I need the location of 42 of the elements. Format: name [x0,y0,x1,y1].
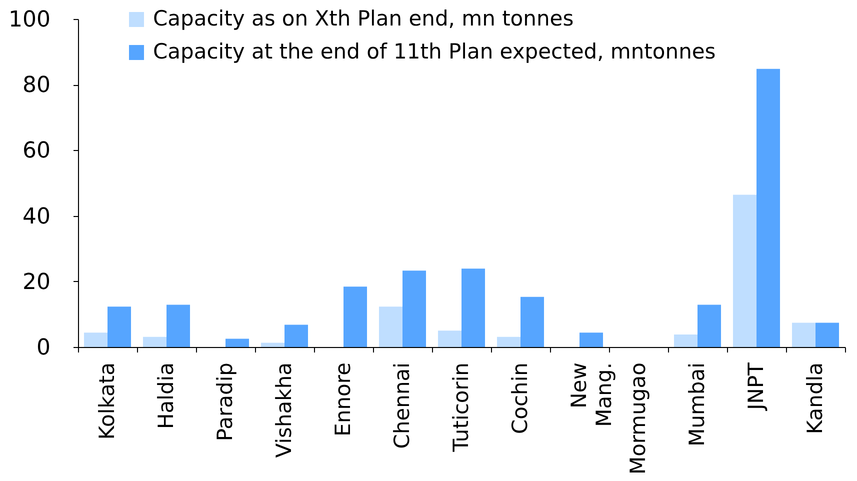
bar [84,332,108,347]
bar [496,336,520,347]
y-tick-label: 20 [22,270,50,295]
x-tick-label: Tuticorin [449,362,473,453]
x-tick-label: Kandla [803,362,827,434]
bar [674,334,698,347]
bar [108,306,132,347]
x-tick-label: New Mang. [567,362,616,427]
y-tick-label: 60 [22,138,50,164]
bar [756,68,780,347]
x-tick-label: Kolkata [95,362,119,440]
y-tick-label: 100 [8,8,50,32]
y-tick-label: 80 [22,73,50,98]
x-tick-label: Paradip [213,362,237,442]
bar [402,270,426,347]
bar [816,322,840,347]
bar [284,324,308,347]
x-tick-label: Vishakha [272,362,296,458]
bar [520,296,544,347]
x-tick-label: Mumbai [685,362,709,446]
bar [792,322,816,347]
bar [698,304,722,347]
x-tick-label: Ennore [331,362,355,436]
bar [142,336,166,347]
x-tick-label: Mormugao [626,362,650,475]
bar [260,342,284,347]
x-tick-label: Chennai [390,362,414,449]
bar [438,330,462,347]
x-tick-label: Cochin [508,362,532,434]
bar [580,332,604,347]
legend-label: Capacity as on Xth Plan end, mn tonnes [153,6,574,30]
legend-label: Capacity at the end of 11th Plan expected, mntonnes [153,40,716,64]
x-tick-label: JNPT [744,362,768,412]
y-tick-label: 40 [22,204,50,230]
x-tick-label: Haldia [154,362,178,430]
bar [462,268,486,347]
bar [344,286,368,347]
bar [378,306,402,347]
bar [166,304,190,347]
bar [226,338,250,347]
y-tick-label: 0 [36,336,50,360]
bar [732,194,756,347]
